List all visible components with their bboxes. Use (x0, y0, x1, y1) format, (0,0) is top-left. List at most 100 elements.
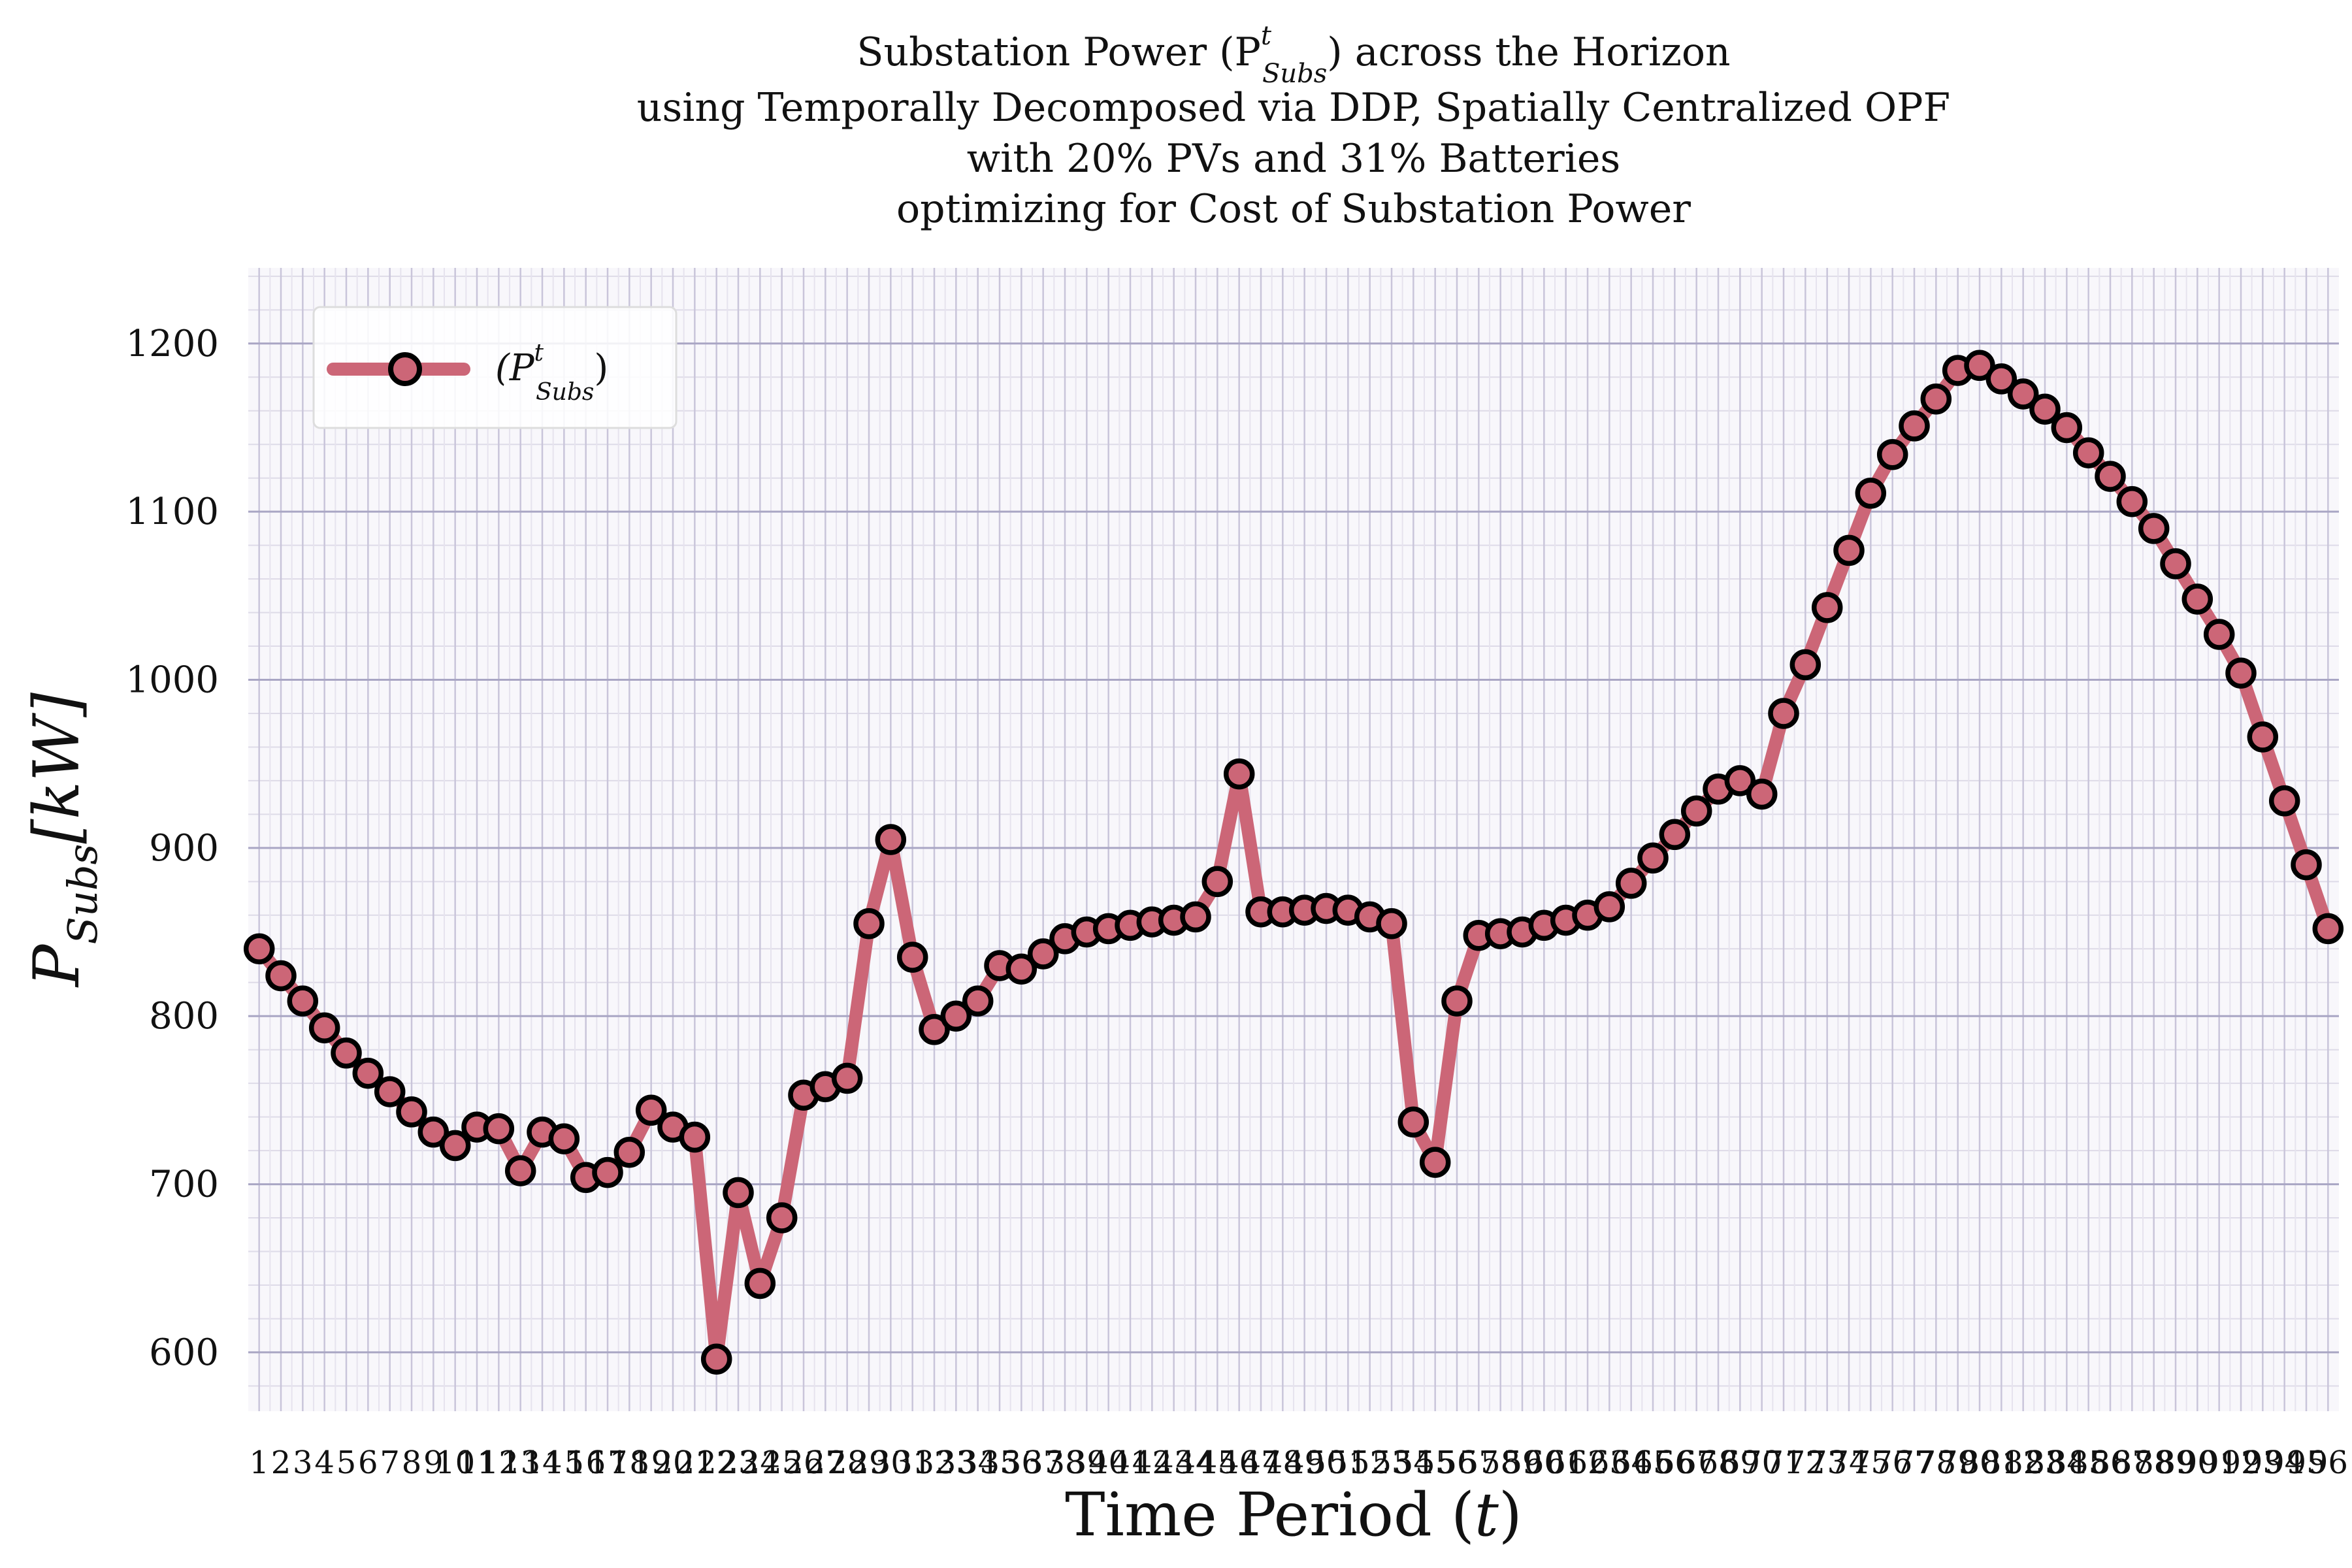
y-axis-label-base: P (20, 943, 93, 988)
x-tick-label: 39 (1067, 1445, 1107, 1481)
data-point (1637, 842, 1669, 874)
data-point (2268, 785, 2300, 817)
data-point (766, 1202, 798, 1233)
x-tick-label: 25 (762, 1445, 802, 1481)
x-tick-label: 9 (423, 1445, 444, 1481)
x-tick-label: 71 (1763, 1445, 1803, 1481)
y-axis-label: PSubs[kW] (20, 692, 106, 988)
data-point (1768, 698, 1799, 729)
legend-label-base: (P (495, 347, 535, 389)
x-tick-label: 64 (1611, 1445, 1651, 1481)
x-tick-label: 51 (1328, 1445, 1368, 1481)
title-line-3: with 20% PVs and 31% Batteries (967, 136, 1620, 182)
x-tick-label: 45 (1198, 1445, 1237, 1481)
data-point (1027, 938, 1059, 970)
x-tick-label: 82 (2003, 1445, 2043, 1481)
legend-marker (388, 352, 422, 386)
data-point (265, 960, 297, 992)
x-tick-label: 13 (500, 1445, 540, 1481)
data-point (548, 1123, 580, 1154)
x-tick-label: 65 (1633, 1445, 1673, 1481)
minor-grid (248, 268, 2339, 1411)
x-tick-label: 23 (718, 1445, 758, 1481)
data-point (308, 1012, 340, 1043)
x-tick-label: 8 (402, 1445, 422, 1481)
data-point (287, 985, 319, 1017)
x-tick-label: 29 (849, 1445, 889, 1481)
x-tick-label: 20 (653, 1445, 693, 1481)
data-point (1985, 363, 2017, 395)
x-tick-label: 31 (892, 1445, 932, 1481)
x-tick-label: 42 (1132, 1445, 1172, 1481)
x-tick-label: 75 (1851, 1445, 1891, 1481)
data-point (2116, 485, 2148, 517)
title-symbol-sup: t (1261, 21, 1272, 51)
data-point (896, 941, 928, 973)
y-tick-labels: 600 700 800 900 1000 1100 1200 (125, 323, 219, 1374)
x-tick-label: 72 (1786, 1445, 1825, 1481)
x-tick-label: 57 (1459, 1445, 1499, 1481)
data-point (853, 907, 885, 939)
x-tick-label: 22 (696, 1445, 736, 1481)
series-layer (243, 350, 2344, 1375)
data-point (374, 1076, 406, 1107)
x-tick-label: 27 (806, 1445, 845, 1481)
x-tick-label: 48 (1263, 1445, 1303, 1481)
data-point (2029, 393, 2061, 425)
data-point (2291, 849, 2322, 881)
x-tick-label: 49 (1284, 1445, 1324, 1481)
x-tick-label: 90 (2178, 1445, 2217, 1481)
data-point (2095, 461, 2126, 492)
x-tick-label: 81 (1982, 1445, 2021, 1481)
x-tick-label: 11 (457, 1445, 497, 1481)
x-tick-label: 87 (2112, 1445, 2152, 1481)
data-point (679, 1121, 711, 1153)
data-point (1724, 765, 1756, 796)
data-point (700, 1343, 732, 1375)
x-tick-label: 77 (1894, 1445, 1934, 1481)
x-tick-label: 67 (1676, 1445, 1716, 1481)
data-point (1201, 866, 1233, 898)
x-tick-label: 1 (249, 1445, 269, 1481)
data-point (2181, 583, 2213, 615)
x-tick-label: 95 (2286, 1445, 2326, 1481)
x-tick-label: 66 (1655, 1445, 1695, 1481)
data-point (1441, 985, 1473, 1017)
data-point (331, 1037, 362, 1069)
legend-label-sup: t (534, 340, 544, 367)
x-tick-label: 69 (1720, 1445, 1760, 1481)
x-tick-label: 14 (522, 1445, 562, 1481)
x-tick-label: 93 (2243, 1445, 2283, 1481)
data-point (635, 1094, 667, 1126)
y-tick-label: 800 (149, 995, 219, 1037)
y-tick-label: 1100 (125, 491, 219, 533)
legend-box (312, 306, 678, 429)
x-tick-label: 2 (271, 1445, 291, 1481)
data-point (1680, 795, 1712, 827)
x-tick-label: 59 (1502, 1445, 1542, 1481)
title-line-1-prefix: Substation Power (P (857, 29, 1260, 75)
x-tick-label: 6 (358, 1445, 378, 1481)
title-line-2: using Temporally Decomposed via DDP, Spa… (637, 85, 1950, 131)
legend-label: (Pt Subs) (495, 340, 608, 406)
x-tick-label: 63 (1590, 1445, 1629, 1481)
x-tick-label: 60 (1524, 1445, 1564, 1481)
data-point (1811, 592, 1843, 623)
data-point (1876, 438, 1908, 470)
svg-text:PSubs[kW]: PSubs[kW] (20, 692, 106, 988)
data-point (592, 1156, 623, 1188)
data-point (1180, 901, 1211, 933)
x-tick-label: 28 (827, 1445, 867, 1481)
x-tick-label: 55 (1415, 1445, 1455, 1481)
data-point (1746, 778, 1778, 810)
x-tick-label: 74 (1829, 1445, 1869, 1481)
x-tick-label: 73 (1807, 1445, 1847, 1481)
chart-title: Substation Power (Pt Subs) across the Hor… (637, 21, 1950, 232)
y-tick-label: 700 (149, 1164, 219, 1206)
data-point (1964, 350, 1995, 382)
data-point (1397, 1106, 1429, 1138)
x-tick-label: 50 (1306, 1445, 1346, 1481)
x-tick-label: 47 (1241, 1445, 1281, 1481)
data-point (2203, 619, 2235, 650)
